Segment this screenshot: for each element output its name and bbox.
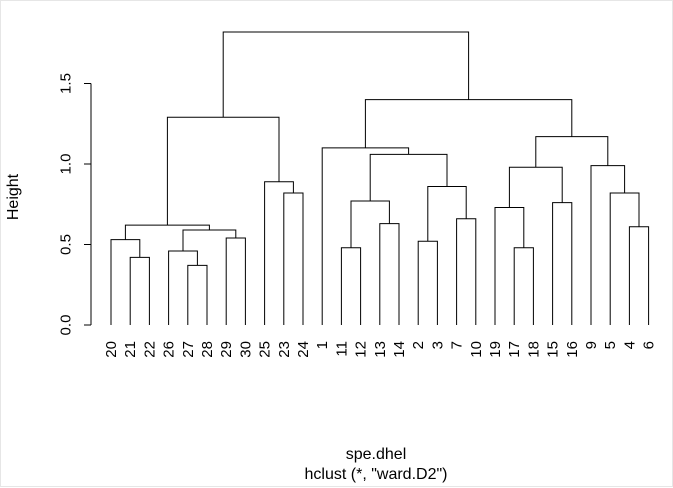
merge-link-g26_30 xyxy=(182,229,237,251)
leaf-label: 21 xyxy=(122,341,139,358)
leaf-label: 16 xyxy=(564,341,581,358)
leaf-label: 7 xyxy=(449,341,466,349)
merge-link-g25_24 xyxy=(264,181,294,325)
leaf-label: 26 xyxy=(161,341,178,358)
merge-link-g23_24 xyxy=(283,192,304,325)
dendrogram-links xyxy=(110,31,650,325)
leaf-label: 12 xyxy=(353,341,370,358)
y-axis-title: Height xyxy=(5,173,22,220)
leaf-label: 27 xyxy=(180,341,197,358)
merge-link-g7_10 xyxy=(456,218,477,325)
merge-link-g27_28 xyxy=(187,264,208,325)
leaf-label: 25 xyxy=(257,341,274,358)
merge-link-g1_10 xyxy=(321,147,410,325)
leaf-label: 4 xyxy=(621,341,638,349)
leaf-label: 30 xyxy=(237,341,254,358)
leaf-label: 1 xyxy=(314,341,331,349)
chart-subtitle: hclust (*, "ward.D2") xyxy=(305,466,448,483)
y-tick-label: 1.0 xyxy=(57,154,74,175)
merge-link-g13_14 xyxy=(379,223,400,325)
merge-link-g21_22 xyxy=(129,256,150,325)
leaf-label: 2 xyxy=(410,341,427,349)
leaf-label: 11 xyxy=(333,341,350,357)
leaf-label: 13 xyxy=(372,341,389,358)
merge-link-g20_22 xyxy=(110,239,141,325)
leaf-label: 19 xyxy=(487,341,504,358)
leaf-label: 23 xyxy=(276,341,293,358)
y-tick-label: 1.5 xyxy=(57,73,74,94)
merge-link-g29_30 xyxy=(225,237,246,325)
leaf-label: 15 xyxy=(545,341,562,358)
leaf-label: 14 xyxy=(391,341,408,358)
leaf-label: 9 xyxy=(583,341,600,349)
merge-link-g17_18 xyxy=(513,247,534,325)
y-tick-label: 0.5 xyxy=(57,234,74,255)
leaf-label: 5 xyxy=(602,341,619,349)
merge-link-left xyxy=(166,116,280,226)
leaf-label: 3 xyxy=(429,341,446,349)
leaf-labels: 20 21 22 26 27 28 29 30 25 23 24 1 11 12 13 14 2 3 7 10 19 17… xyxy=(103,341,658,358)
merge-link-g5_6 xyxy=(609,192,640,325)
leaf-label: 22 xyxy=(141,341,158,358)
merge-link-g11_12 xyxy=(340,247,362,325)
merge-link-root xyxy=(222,31,470,118)
merge-link-g11_10 xyxy=(369,153,448,202)
merge-link-g19_16 xyxy=(508,166,563,208)
y-axis: 0.0 0.5 1.0 1.5 xyxy=(57,73,92,336)
leaf-label: 20 xyxy=(103,341,120,358)
leaf-label: 18 xyxy=(525,341,542,358)
leaf-label: 10 xyxy=(468,341,485,358)
leaf-label: 29 xyxy=(218,341,235,358)
merge-link-right xyxy=(364,99,573,148)
leaf-label: 6 xyxy=(641,341,658,349)
merge-link-g19_6 xyxy=(535,136,609,168)
merge-link-g19_18 xyxy=(494,206,525,325)
y-tick-label: 0.0 xyxy=(57,315,74,336)
leaf-label: 28 xyxy=(199,341,216,358)
merge-link-g20_30 xyxy=(124,224,210,240)
merge-link-g11_14 xyxy=(350,200,390,248)
merge-link-g2_10 xyxy=(427,186,467,242)
merge-link-g2_3 xyxy=(417,240,438,325)
merge-link-g26_28 xyxy=(168,250,198,325)
merge-link-g4_6 xyxy=(628,226,650,325)
leaf-label: 17 xyxy=(506,341,523,358)
leaf-label: 24 xyxy=(295,341,312,358)
merge-link-g9_6 xyxy=(590,165,626,325)
merge-link-g15_16 xyxy=(552,202,573,325)
x-axis-title: spe.dhel xyxy=(346,446,407,463)
